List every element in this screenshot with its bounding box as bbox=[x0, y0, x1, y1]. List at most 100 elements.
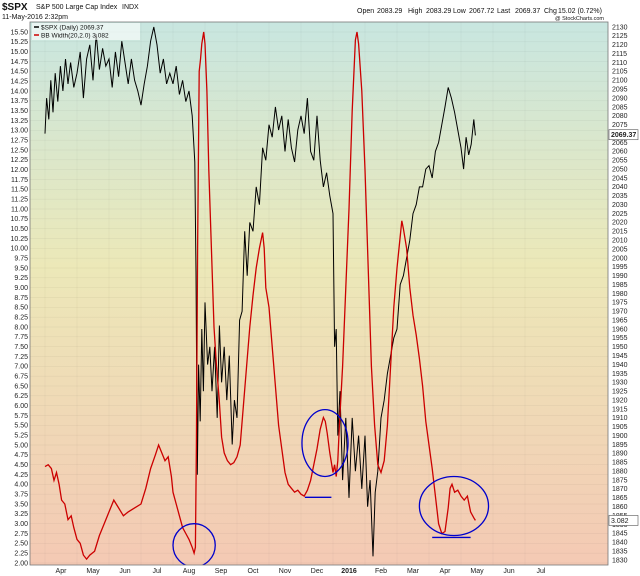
left-tick-label: 5.25 bbox=[14, 432, 28, 439]
left-tick-label: 6.00 bbox=[14, 403, 28, 410]
left-tick-label: 7.00 bbox=[14, 364, 28, 371]
left-tick-label: 10.00 bbox=[10, 246, 28, 253]
high-value: 2083.29 bbox=[426, 8, 451, 15]
right-tick-label: 1995 bbox=[612, 264, 628, 271]
left-tick-label: 15.00 bbox=[10, 49, 28, 56]
series-layer bbox=[44, 26, 490, 565]
right-tick-label: 1950 bbox=[612, 344, 628, 351]
left-tick-label: 6.50 bbox=[14, 383, 28, 390]
right-tick-label: 1880 bbox=[612, 468, 628, 475]
left-tick-label: 8.75 bbox=[14, 295, 28, 302]
right-tick-label: 1960 bbox=[612, 326, 628, 333]
series-spx-line bbox=[44, 26, 476, 557]
right-axis: 1830183518401845185018551860186518701875… bbox=[612, 24, 628, 564]
left-tick-label: 7.25 bbox=[14, 354, 28, 361]
last-marker-box bbox=[608, 515, 639, 526]
left-tick-label: 8.00 bbox=[14, 324, 28, 331]
chg-label: Chg bbox=[544, 8, 557, 15]
last-marker-label: 2069.37 bbox=[611, 132, 636, 139]
right-tick-label: 1840 bbox=[612, 540, 628, 547]
left-tick-label: 12.75 bbox=[10, 137, 28, 144]
left-tick-label: 3.25 bbox=[14, 511, 28, 518]
left-tick-label: 2.00 bbox=[14, 560, 28, 567]
x-tick-label: Jun bbox=[503, 568, 514, 575]
left-tick-label: 4.75 bbox=[14, 452, 28, 459]
legend-label-spx: $SPX (Daily) 2069.37 bbox=[41, 25, 104, 32]
chart-header: $SPX S&P 500 Large Cap Index INDX 11-May… bbox=[2, 2, 604, 22]
legend-box bbox=[32, 23, 140, 40]
left-tick-label: 4.25 bbox=[14, 472, 28, 479]
low-value: 2067.72 bbox=[469, 8, 494, 15]
right-tick-label: 2020 bbox=[612, 220, 628, 227]
x-tick-label: Apr bbox=[440, 568, 452, 575]
left-tick-label: 2.25 bbox=[14, 550, 28, 557]
right-tick-label: 1885 bbox=[612, 460, 628, 467]
left-tick-label: 11.00 bbox=[11, 206, 28, 213]
right-tick-label: 1890 bbox=[612, 451, 628, 458]
right-tick-label: 1990 bbox=[612, 273, 628, 280]
x-tick-label: Jul bbox=[537, 568, 546, 575]
last-label: Last bbox=[497, 8, 510, 15]
annotation-circle bbox=[301, 408, 349, 478]
left-tick-label: 3.00 bbox=[14, 521, 28, 528]
plot-background bbox=[30, 22, 608, 565]
x-tick-label: Jul bbox=[153, 568, 162, 575]
plot-frame bbox=[29, 21, 609, 566]
watermark: @ StockCharts.com bbox=[555, 16, 604, 22]
left-tick-label: 8.50 bbox=[14, 305, 28, 312]
last-marker-label: 3.082 bbox=[611, 518, 629, 525]
right-tick-label: 1925 bbox=[612, 389, 628, 396]
right-tick-label: 1910 bbox=[612, 415, 628, 422]
x-tick-label: Nov bbox=[279, 568, 292, 575]
right-tick-label: 1915 bbox=[612, 406, 628, 413]
left-tick-label: 14.75 bbox=[10, 59, 28, 66]
last-marker-box bbox=[608, 129, 639, 141]
left-tick-label: 8.25 bbox=[14, 314, 28, 321]
left-tick-label: 6.25 bbox=[14, 393, 28, 400]
annotation-circle bbox=[418, 475, 490, 537]
right-tick-label: 2115 bbox=[612, 51, 627, 58]
right-tick-label: 1895 bbox=[612, 442, 628, 449]
left-tick-label: 5.75 bbox=[14, 413, 28, 420]
right-tick-label: 2010 bbox=[612, 238, 628, 245]
right-tick-label: 2000 bbox=[612, 255, 628, 262]
right-tick-label: 1945 bbox=[612, 353, 628, 360]
annotations bbox=[172, 408, 490, 565]
left-tick-label: 13.75 bbox=[10, 98, 28, 105]
right-tick-label: 2095 bbox=[612, 86, 628, 93]
series-bbwidth-line bbox=[44, 31, 476, 561]
right-tick-label: 2100 bbox=[612, 78, 628, 85]
left-tick-label: 12.50 bbox=[10, 147, 28, 154]
x-tick-label: Feb bbox=[375, 568, 387, 575]
right-tick-label: 2080 bbox=[612, 113, 628, 120]
right-tick-label: 1865 bbox=[612, 495, 628, 502]
left-tick-label: 11.25 bbox=[11, 196, 28, 203]
right-tick-label: 2065 bbox=[612, 140, 628, 147]
right-tick-label: 1935 bbox=[612, 371, 628, 378]
right-tick-label: 1835 bbox=[612, 548, 628, 555]
left-tick-label: 3.75 bbox=[14, 491, 28, 498]
header-date: 11-May-2016 2:32pm bbox=[2, 14, 68, 21]
x-axis: Apr May Jun Jul Aug Sep Oct Nov Dec 2016 Feb Mar Apr… bbox=[56, 568, 546, 575]
high-label: High bbox=[408, 8, 423, 15]
open-label: Open bbox=[357, 8, 374, 15]
right-tick-label: 2085 bbox=[612, 104, 628, 111]
left-tick-label: 13.25 bbox=[10, 118, 28, 125]
left-tick-label: 15.25 bbox=[10, 39, 28, 46]
left-tick-label: 12.00 bbox=[10, 167, 28, 174]
right-tick-label: 1970 bbox=[612, 309, 628, 316]
left-axis: 2.00 2.25 2.50 2.75 3.00 3.25 3.50 3.75 4.00 4.25… bbox=[10, 29, 28, 567]
right-tick-label: 2030 bbox=[612, 202, 628, 209]
left-tick-label: 5.00 bbox=[14, 442, 28, 449]
right-tick-label: 1975 bbox=[612, 300, 628, 307]
left-tick-label: 7.50 bbox=[14, 344, 28, 351]
right-tick-label: 2055 bbox=[612, 158, 628, 165]
left-tick-label: 13.50 bbox=[10, 108, 28, 115]
low-label: Low bbox=[453, 8, 467, 15]
right-tick-label: 1900 bbox=[612, 433, 628, 440]
left-tick-label: 14.25 bbox=[10, 78, 28, 85]
left-tick-label: 13.00 bbox=[10, 128, 28, 135]
right-tick-label: 1965 bbox=[612, 317, 628, 324]
left-tick-label: 10.50 bbox=[10, 226, 28, 233]
